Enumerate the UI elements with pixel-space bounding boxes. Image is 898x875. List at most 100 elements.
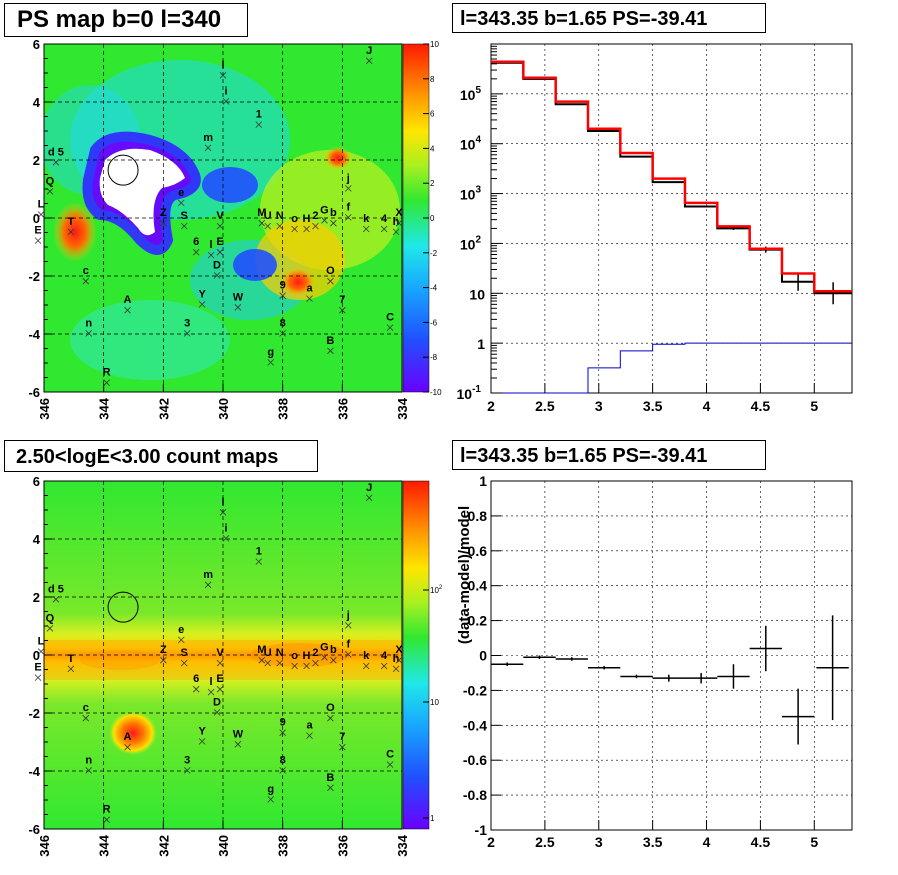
source-label: U xyxy=(264,210,272,222)
source-marker xyxy=(216,685,224,693)
colorbar-tick-label: 6 xyxy=(430,110,435,119)
source-marker xyxy=(258,656,266,664)
spectrum-y-tick-exponent: 3 xyxy=(475,185,481,196)
map-y-tick-label: -2 xyxy=(28,706,40,721)
residual-x-tick-label: 2 xyxy=(487,834,495,850)
source-label: g xyxy=(267,783,274,795)
source-label: Q xyxy=(46,612,55,624)
source-marker xyxy=(279,729,286,736)
colorbar-tick-label: -8 xyxy=(430,353,438,362)
source-label: c xyxy=(83,702,89,714)
residual-y-tick-label: 0 xyxy=(479,648,487,664)
spectrum-x-tick-label: 4 xyxy=(703,398,711,414)
ps-map-image xyxy=(44,60,400,380)
source-marker xyxy=(279,292,286,299)
source-marker xyxy=(345,185,352,192)
source-label: E xyxy=(34,662,41,674)
source-marker xyxy=(345,214,352,221)
residual-y-axis-label: (data-model)/model xyxy=(456,506,473,644)
spectrum-x-tick-label: 3 xyxy=(595,398,603,414)
source-marker xyxy=(327,277,334,285)
source-label: 9 xyxy=(280,280,286,292)
source-marker xyxy=(264,222,272,230)
source-label: m xyxy=(203,569,213,581)
source-marker xyxy=(180,659,188,667)
source-label: m xyxy=(203,132,213,144)
source-label: T xyxy=(67,216,74,228)
source-marker xyxy=(276,222,283,230)
source-marker xyxy=(34,674,42,681)
source-label: l xyxy=(210,676,213,688)
source-marker xyxy=(395,656,403,664)
source-label: 4 xyxy=(381,650,388,662)
map-x-tick-label: 338 xyxy=(276,398,291,420)
source-label: O xyxy=(326,702,335,714)
source-label: d 5 xyxy=(48,583,64,595)
residual-y-tick-label: 0.6 xyxy=(468,543,488,559)
colorbar-tick-label: -10 xyxy=(430,388,442,397)
source-label: n xyxy=(85,317,92,329)
source-marker xyxy=(380,225,388,233)
residual-y-tick-label: -0.4 xyxy=(463,717,487,733)
source-marker xyxy=(306,732,313,739)
spectrum-y-tick-label: 104 xyxy=(460,135,482,153)
source-marker xyxy=(321,217,328,224)
source-marker xyxy=(216,248,224,256)
source-marker xyxy=(213,709,221,716)
ps-map-grid xyxy=(44,44,402,392)
source-label: k xyxy=(363,213,370,225)
map-x-tick-label: 344 xyxy=(97,397,112,419)
source-label: L xyxy=(38,636,45,648)
source-label: N xyxy=(276,210,284,222)
map-x-tick-label: 342 xyxy=(156,398,171,420)
source-marker xyxy=(392,665,400,673)
source-label: D xyxy=(213,259,221,271)
source-label: E xyxy=(216,236,223,248)
source-marker xyxy=(103,379,110,386)
source-label: U xyxy=(264,647,272,659)
spectrum-y-tick-label: 10 xyxy=(469,286,485,302)
source-marker xyxy=(327,784,334,792)
source-marker xyxy=(52,596,60,603)
source-label: G xyxy=(320,641,329,653)
source-label: S xyxy=(181,210,188,222)
source-marker xyxy=(67,228,75,236)
spectrum-frame xyxy=(490,43,853,394)
source-marker xyxy=(255,558,263,565)
source-marker xyxy=(207,251,215,259)
source-marker xyxy=(180,222,188,230)
map-x-tick-label: 336 xyxy=(335,835,350,857)
source-marker xyxy=(392,228,400,236)
source-marker xyxy=(192,685,200,693)
source-label: a xyxy=(306,720,313,732)
source-label: o xyxy=(291,213,298,225)
residual-x-tick-label: 3.5 xyxy=(643,834,663,850)
source-label: d 5 xyxy=(48,146,64,158)
source-marker xyxy=(339,306,346,314)
count-map-title: 2.50<logE<3.00 count maps xyxy=(4,440,318,472)
map-x-tick-label: 340 xyxy=(216,398,231,420)
source-label: b xyxy=(330,207,337,219)
map-y-tick-label: -6 xyxy=(28,822,40,837)
source-marker xyxy=(198,738,206,745)
source-label: 3 xyxy=(184,317,190,329)
source-marker xyxy=(258,219,266,227)
source-label: l xyxy=(221,59,224,71)
spectrum-y-tick-label: 103 xyxy=(460,185,482,203)
colorbar-tick-label: 2 xyxy=(430,179,435,188)
source-label: X xyxy=(395,644,403,656)
residual-panel: 2 2.5 3 3.5 4 4.5 5 1 0.8 0.6 0.4 0.2 0 -0.2 -0.4 -0.6 -… xyxy=(456,473,853,850)
source-label: E xyxy=(34,225,41,237)
map-x-tick-label: 334 xyxy=(395,397,410,419)
source-label: E xyxy=(216,673,223,685)
residual-x-tick-label: 2.5 xyxy=(535,834,555,850)
source-marker xyxy=(85,767,93,774)
source-marker xyxy=(395,219,403,227)
count-colorbar-ticks: 102 10 1 xyxy=(423,585,443,823)
source-label: 8 xyxy=(280,317,286,329)
colorbar-tick-label: 8 xyxy=(430,75,435,84)
source-marker xyxy=(330,656,337,664)
spectrum-y-tick-label: 10-1 xyxy=(457,384,482,402)
